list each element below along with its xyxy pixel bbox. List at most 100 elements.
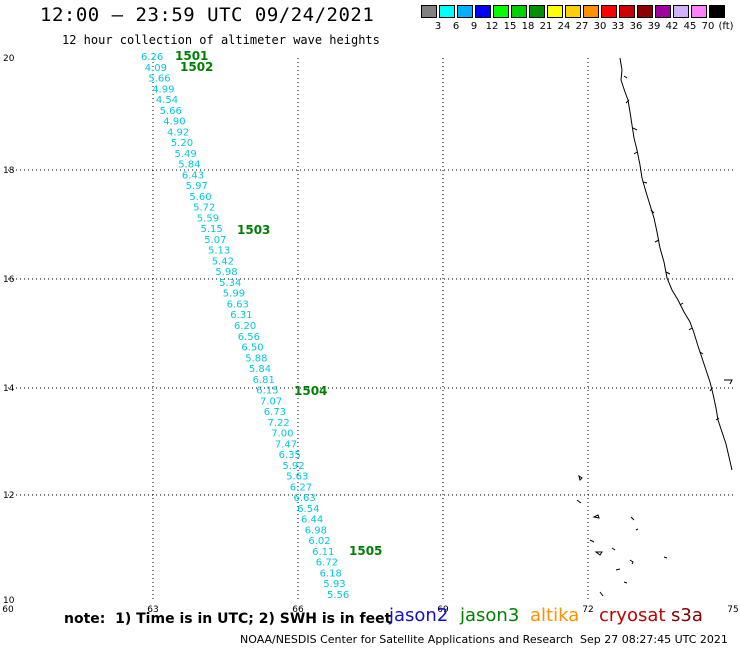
swh-value-label: 5.34 [219, 278, 241, 289]
swh-value-label: 5.88 [245, 353, 267, 364]
x-tick-label: 75 [727, 605, 738, 615]
note-text: note: 1) Time is in UTC; 2) SWH is in fe… [64, 611, 392, 627]
swh-value-label: 5.66 [160, 106, 182, 117]
legend-label: 45 [683, 21, 697, 32]
legend-swatch [565, 5, 581, 18]
island-5 [589, 539, 603, 556]
coastline [576, 57, 733, 597]
legend-swatch [457, 5, 473, 18]
swh-value-label: 5.15 [201, 224, 223, 235]
swh-value-label: 5.07 [204, 235, 226, 246]
swh-value-label: 6.26 [141, 52, 163, 63]
swh-value-label: 6.63 [294, 493, 316, 504]
swh-value-label: 6.44 [301, 515, 323, 526]
swh-value-label: 5.72 [193, 203, 215, 214]
swh-value-label: 6.98 [305, 525, 327, 536]
swh-value-label: 6.31 [230, 310, 252, 321]
swh-value-label: 5.60 [189, 192, 211, 203]
legend-label: 30 [593, 21, 607, 32]
legend-swatch [691, 5, 707, 18]
swh-value-label: 5.98 [215, 267, 237, 278]
legend-label: 6 [452, 21, 460, 32]
swh-value-label: 6.56 [238, 332, 260, 343]
legend-label: 33 [611, 21, 625, 32]
legend-swatch [637, 5, 653, 18]
legend-swatch [583, 5, 599, 18]
timestamp-text: Sep 27 08:27:45 UTC 2021 [580, 633, 728, 646]
swh-value-label: 5.13 [208, 246, 230, 257]
swh-value-label: 5.93 [323, 579, 345, 590]
satellite-cryosat: cryosat [599, 605, 666, 626]
swh-value-label: 7.07 [260, 396, 282, 407]
swh-value-label: 7.00 [271, 429, 293, 440]
time-marker-label: 1503 [237, 223, 270, 237]
x-tick-label: 60 [2, 605, 14, 615]
legend-swatch [439, 5, 455, 18]
x-tick-label: 72 [582, 605, 593, 615]
swh-value-label: 4.90 [163, 117, 185, 128]
legend-label: 3 [434, 21, 442, 32]
legend-swatch [619, 5, 635, 18]
legend-label: 27 [575, 21, 589, 32]
swh-value-label: 7.22 [268, 418, 290, 429]
swh-value-label: 5.99 [223, 289, 245, 300]
satellite-jason3: jason3 [460, 605, 520, 626]
y-tick-label: 14 [3, 384, 15, 394]
swh-value-label: 6.43 [182, 170, 204, 181]
y-tick-label: 16 [3, 275, 15, 285]
swh-value-label: 6.81 [253, 375, 275, 386]
swh-value-label: 5.84 [178, 160, 200, 171]
swh-value-label: 4.54 [156, 95, 178, 106]
coastline-main [619, 57, 733, 471]
swh-value-label: 6.35 [279, 450, 301, 461]
time-marker-label: 1505 [349, 544, 382, 558]
legend-label: 24 [557, 21, 571, 32]
legend-label: 18 [521, 21, 535, 32]
legend-swatch [493, 5, 509, 18]
swh-value-label: 6.63 [227, 300, 249, 311]
legend-label: 15 [503, 21, 517, 32]
page-subtitle: 12 hour collection of altimeter wave hei… [62, 33, 380, 47]
swh-value-label: 6.02 [308, 536, 330, 547]
legend-swatch [547, 5, 563, 18]
swh-value-label: 5.84 [249, 364, 271, 375]
legend-label: 42 [665, 21, 679, 32]
swh-value-label: 6.72 [316, 558, 338, 569]
grid-lines: 60 63 66 69 72 75 20 18 16 14 12 10 [2, 54, 738, 615]
island-4 [630, 516, 639, 531]
satellite-s3a: s3a [671, 605, 703, 626]
legend-swatch [421, 5, 437, 18]
y-tick-label: 20 [3, 54, 15, 64]
legend-swatch [673, 5, 689, 18]
legend-swatch [709, 5, 725, 18]
swh-value-label: 6.73 [264, 407, 286, 418]
island-3 [592, 514, 600, 519]
legend-label: 70 [701, 21, 715, 32]
swh-value-label: 5.49 [175, 149, 197, 160]
swh-value-label: 4.92 [167, 127, 189, 138]
legend-label: 36 [629, 21, 643, 32]
swh-value-label: 6.20 [234, 321, 256, 332]
swh-value-label: 5.42 [212, 256, 234, 267]
legend-swatch [511, 5, 527, 18]
swh-value-label: 6.27 [290, 482, 312, 493]
legend-swatch [655, 5, 671, 18]
swh-value-label: 6.18 [320, 569, 342, 580]
swh-value-label: 5.97 [186, 181, 208, 192]
swh-value-label: 5.66 [148, 74, 170, 85]
swh-value-label: 5.59 [197, 213, 219, 224]
swh-value-label: 6.15 [256, 386, 278, 397]
swh-value-label: 4.99 [152, 84, 174, 95]
island-6 [611, 547, 634, 571]
legend-label: (ft) [718, 21, 734, 32]
time-marker-label: 1504 [294, 384, 327, 398]
time-marker-label: 1502 [180, 60, 213, 74]
island-1 [578, 474, 583, 481]
legend-label: 9 [470, 21, 478, 32]
x-tick-label: 63 [147, 605, 158, 615]
swh-value-label: 5.63 [286, 472, 308, 483]
legend-label: 21 [539, 21, 553, 32]
y-tick-label: 18 [3, 166, 15, 176]
